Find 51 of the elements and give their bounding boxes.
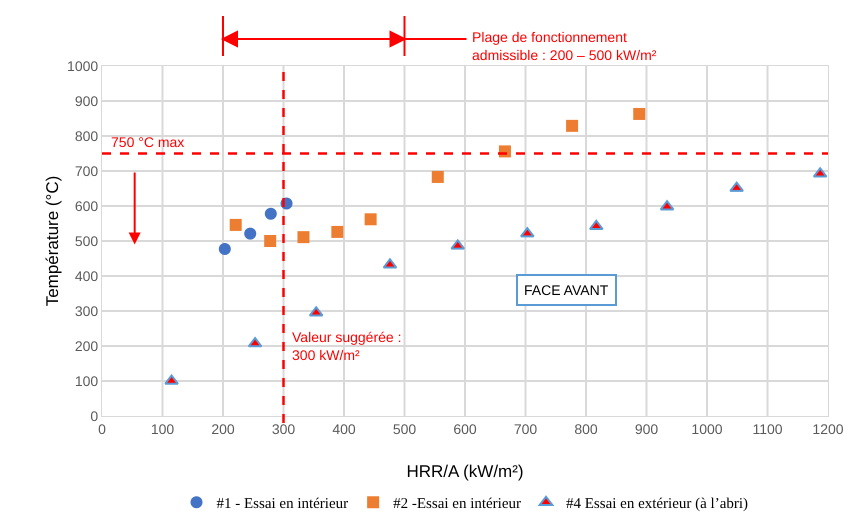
- y-tick-label: 700: [74, 162, 98, 179]
- x-tick-label: 300: [272, 420, 296, 437]
- point: [432, 170, 444, 183]
- x-tick-label: 100: [150, 420, 174, 437]
- point: [660, 200, 674, 210]
- point: [230, 218, 242, 231]
- legend-label: #1 - Essai en intérieur: [216, 496, 348, 512]
- x-tick-label: 1200: [812, 420, 844, 437]
- point: [382, 258, 398, 269]
- text: Plage de fonctionnement admissible : 200 – 500 kW/m²: [472, 29, 657, 64]
- annotation: FACE AVANT: [524, 282, 609, 298]
- y-tick-label: 500: [74, 232, 98, 249]
- x-tick-label: 800: [574, 420, 598, 437]
- x-tick-label: 400: [332, 420, 356, 437]
- x-tick-label: 900: [634, 420, 658, 437]
- point: [248, 337, 262, 348]
- point: [264, 235, 276, 247]
- point: [164, 374, 179, 385]
- point: [297, 231, 310, 244]
- y-tick-label: 400: [74, 268, 98, 284]
- point: [450, 239, 466, 250]
- x-tick-label: 500: [392, 420, 416, 437]
- point: [331, 226, 344, 238]
- y-axis-title: Température (°C): [43, 176, 62, 306]
- y-tick-label: 800: [74, 128, 98, 144]
- point: [566, 120, 578, 132]
- point: [633, 108, 646, 120]
- x-tick-label: 200: [211, 420, 235, 437]
- y-tick-label: 600: [74, 198, 98, 214]
- ref-line-label: Valeur suggérée : 300 kW/m²: [292, 329, 402, 364]
- point: [364, 213, 377, 226]
- y-tick-label: 100: [74, 372, 98, 389]
- legend-label: #2 -Essai en intérieur: [393, 496, 522, 512]
- point: [244, 228, 256, 240]
- point: [812, 167, 828, 178]
- x-tick-label: 700: [514, 420, 538, 437]
- y-tick-label: 900: [74, 92, 98, 109]
- x-axis-title: HRR/A (kW/m²): [406, 462, 524, 481]
- y-tick-label: 200: [74, 338, 98, 354]
- y-tick-label: 0: [90, 408, 98, 424]
- x-tick-label: 600: [453, 420, 477, 437]
- ref-line-label: 750 °C max: [111, 134, 184, 150]
- x-tick-label: 1100: [752, 420, 783, 437]
- point: [218, 243, 231, 256]
- point: [588, 220, 604, 230]
- legend-label: #4 Essai en extérieur (à l’abri): [566, 496, 748, 512]
- point: [264, 208, 277, 220]
- y-tick-label: 1000: [67, 58, 98, 74]
- y-tick-label: 300: [74, 302, 98, 319]
- x-tick-label: 1000: [691, 420, 723, 437]
- point: [729, 182, 744, 192]
